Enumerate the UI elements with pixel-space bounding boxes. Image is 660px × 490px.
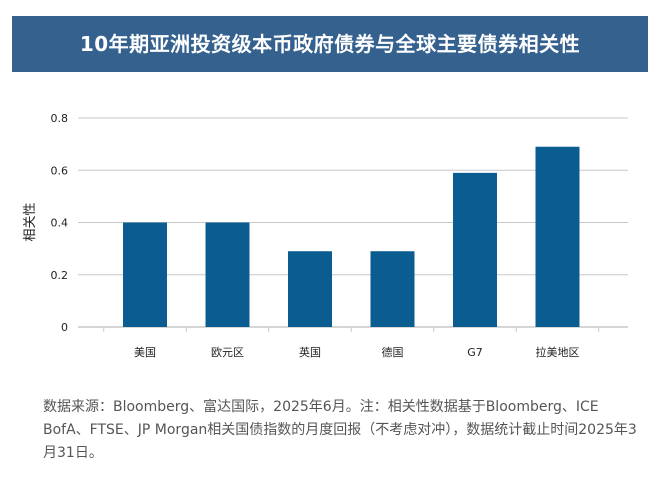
- x-tick-label: 英国: [299, 345, 321, 359]
- bar-chart-svg: 0 0.2 0.4 0.6 0.8 美国 欧元区 英国 德国 G7 拉美地区 相关性: [23, 112, 628, 359]
- bar-0: [123, 222, 167, 327]
- y-tick-label: 0.4: [51, 217, 69, 230]
- bar-4: [453, 172, 497, 327]
- source-footnote: 数据来源：Bloomberg、富达国际，2025年6月。注：相关性数据基于Blo…: [43, 399, 637, 461]
- title-banner: 10年期亚洲投资级本币政府债券与全球主要债券相关性: [12, 16, 648, 72]
- x-tick-label: 美国: [134, 346, 156, 359]
- y-axis-label: 相关性: [23, 202, 38, 241]
- x-tick-label: 拉美地区: [536, 345, 580, 359]
- chart-title: 10年期亚洲投资级本币政府债券与全球主要债券相关性: [79, 32, 581, 56]
- y-tick-label: 0.8: [51, 112, 69, 125]
- bar-5: [535, 146, 580, 327]
- y-tick-label: 0.2: [51, 269, 69, 282]
- x-tick-label: G7: [467, 346, 483, 359]
- y-tick-label: 0: [61, 321, 68, 334]
- bar-chart: 0 0.2 0.4 0.6 0.8 美国 欧元区 英国 德国 G7 拉美地区 相关性: [0, 92, 660, 382]
- y-axis-ticks: 0 0.2 0.4 0.6 0.8: [51, 112, 69, 334]
- x-tick-label: 欧元区: [211, 346, 244, 359]
- bar-1: [205, 222, 250, 327]
- bar-2: [288, 251, 332, 327]
- x-tick-label: 德国: [382, 345, 404, 359]
- bars: [123, 146, 580, 327]
- bar-3: [370, 251, 415, 327]
- y-tick-label: 0.6: [51, 164, 69, 177]
- x-axis-ticks: 美国 欧元区 英国 德国 G7 拉美地区: [134, 345, 580, 359]
